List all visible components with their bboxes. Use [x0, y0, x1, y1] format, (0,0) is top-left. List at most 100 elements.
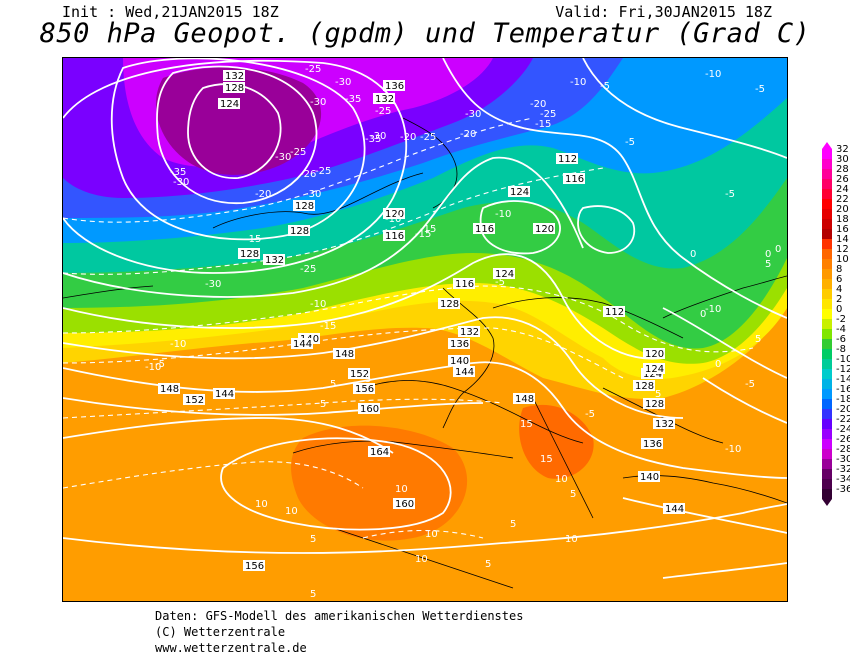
legend-label: 12	[836, 244, 849, 255]
map-label-bg	[353, 383, 375, 394]
temperature-label: -10	[705, 69, 721, 80]
map-label-bg	[438, 298, 460, 309]
legend-swatch	[822, 449, 832, 459]
geopotential-label: 132	[265, 255, 284, 266]
temperature-label: -5	[600, 81, 610, 92]
map-label-bg	[383, 208, 405, 219]
legend-label: 22	[836, 194, 849, 205]
geopotential-label: 116	[475, 224, 494, 235]
legend-label: 6	[836, 274, 843, 285]
map-label-bg	[238, 248, 260, 259]
temperature-label: -10	[170, 339, 186, 350]
legend-label: -14	[836, 374, 850, 385]
geopotential-label: 160	[360, 404, 379, 415]
legend-swatch	[822, 179, 832, 189]
legend-label: -26	[836, 434, 850, 445]
geopotential-label: 116	[455, 279, 474, 290]
temperature-label: -5	[745, 379, 755, 390]
temperature-label: 15	[520, 419, 533, 430]
geopotential-label: 112	[605, 307, 624, 318]
map-label-bg	[563, 173, 585, 184]
geopotential-label: 136	[643, 439, 662, 450]
map-label-bg	[513, 393, 535, 404]
legend-label: 30	[836, 154, 849, 165]
geopotential-label: 120	[535, 224, 554, 235]
legend-swatch	[822, 239, 832, 249]
map-label-bg	[643, 398, 665, 409]
geopotential-label: 128	[240, 249, 259, 260]
temperature-label: -30	[370, 131, 386, 142]
temperature-label: -25	[290, 147, 306, 158]
temperature-label: -15	[320, 321, 336, 332]
map-title: 850 hPa Geopot. (gpdm) und Temperatur (G…	[39, 18, 811, 49]
temperature-label: -5	[455, 277, 465, 288]
temperature-label: -30	[275, 152, 291, 163]
map-canvas: 1321281241361321281281281321201161161241…	[63, 58, 787, 601]
legend-arrow-down	[822, 499, 832, 506]
temperature-label: 5	[365, 374, 371, 385]
temperature-label: 0	[690, 249, 696, 260]
temperature-label: -5	[495, 277, 505, 288]
legend-swatch	[822, 329, 832, 339]
temperature-label: -5	[755, 84, 765, 95]
temperature-label: -15	[420, 224, 436, 235]
legend-label: -34	[836, 474, 850, 485]
map-label-bg	[158, 383, 180, 394]
temperature-label: -35	[170, 167, 186, 178]
map-label-bg	[293, 200, 315, 211]
geopotential-label: 152	[350, 369, 369, 380]
map-label-bg	[263, 254, 285, 265]
temperature-label: 5	[755, 334, 761, 345]
geopotential-label: 128	[440, 299, 459, 310]
temperature-label: 5	[510, 519, 516, 530]
legend-label: 26	[836, 174, 849, 185]
legend-swatch	[822, 479, 832, 489]
temperature-label: -30	[173, 177, 189, 188]
temperature-label: -10	[310, 299, 326, 310]
temperature-label: 5	[570, 489, 576, 500]
legend-swatch	[822, 219, 832, 229]
legend-label: 0	[836, 304, 843, 315]
legend-label: -18	[836, 394, 850, 405]
geopotential-label: 144	[215, 389, 234, 400]
footer-website: www.wetterzentrale.de	[155, 641, 307, 655]
temperature-label: 5	[330, 379, 336, 390]
legend-swatch	[822, 469, 832, 479]
map-label-bg	[243, 560, 265, 571]
temperature-label: 10	[255, 499, 268, 510]
legend-swatch	[822, 299, 832, 309]
legend-swatch	[822, 439, 832, 449]
geopotential-label: 148	[160, 384, 179, 395]
temperature-label: 10	[395, 484, 408, 495]
legend-swatch	[822, 339, 832, 349]
temperature-label: 5	[655, 389, 661, 400]
map-label-bg	[218, 98, 240, 109]
temperature-isolines	[63, 117, 754, 539]
geopotential-label: 116	[385, 231, 404, 242]
geopotential-label: 136	[450, 339, 469, 350]
geopotential-labels: 1321281241361321281281281321201161161241…	[158, 70, 685, 572]
legend-swatch	[822, 209, 832, 219]
temperature-label: 0	[715, 359, 721, 370]
temperature-label: -10	[705, 304, 721, 315]
temperature-label: 5	[765, 259, 771, 270]
map-label-bg	[453, 366, 475, 377]
temperature-label: -5	[625, 137, 635, 148]
legend-swatch	[822, 319, 832, 329]
temperature-label: 10	[565, 534, 578, 545]
legend-label: 18	[836, 214, 849, 225]
geopotential-label: 124	[510, 187, 529, 198]
map-label-bg	[288, 225, 310, 236]
temperature-label: 0	[765, 249, 771, 260]
geopotential-label: 132	[375, 94, 394, 105]
geopotential-label: 124	[495, 269, 514, 280]
map-label-bg	[493, 268, 515, 279]
geopotential-label: 160	[395, 499, 414, 510]
geopotential-label: 128	[635, 381, 654, 392]
map-label-bg	[291, 338, 313, 349]
temperature-label: -30	[465, 109, 481, 120]
map-label-bg	[383, 230, 405, 241]
legend-label: -10	[836, 354, 850, 365]
map-label-bg	[373, 93, 395, 104]
temperature-label: -35	[345, 94, 361, 105]
